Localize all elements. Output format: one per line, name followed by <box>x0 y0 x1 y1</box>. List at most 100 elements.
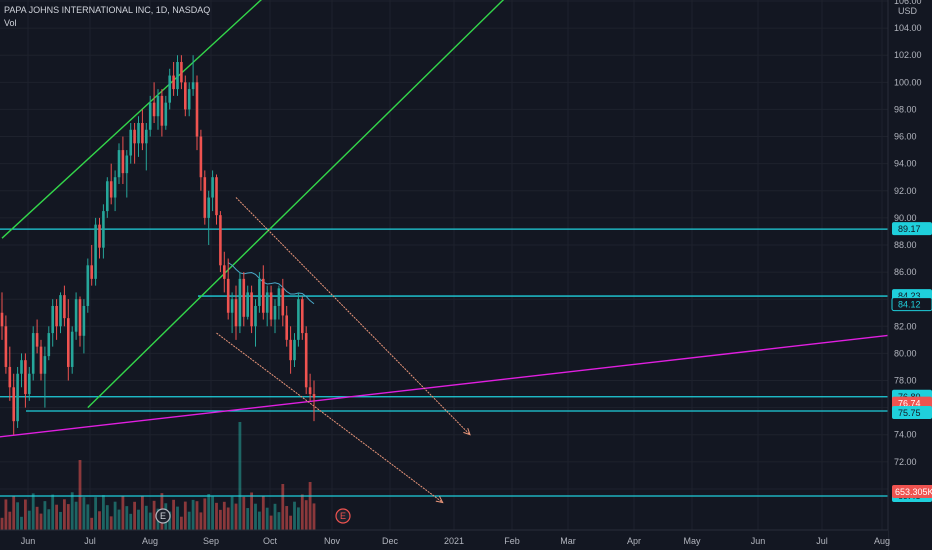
volume-bar-59 <box>230 496 234 530</box>
candle-body-29 <box>113 177 117 198</box>
candle-body-53 <box>207 197 210 218</box>
volume-bar-69 <box>269 515 273 530</box>
volume-bar-28 <box>109 516 113 530</box>
horizontal-levels <box>0 228 888 497</box>
volume-bar-43 <box>168 511 172 530</box>
candle-body-74 <box>289 339 292 361</box>
earnings-marker-0: E <box>155 508 171 524</box>
volume-bar-8 <box>31 493 35 530</box>
y-tick-label-17: 72.00 <box>894 457 917 467</box>
time-axis-background <box>0 530 888 550</box>
volume-bar-80 <box>312 503 316 530</box>
candle-body-52 <box>203 177 207 218</box>
volume-bar-27 <box>105 505 109 530</box>
x-tick-label-1: Jul <box>84 536 96 546</box>
volume-bar-75 <box>293 501 296 530</box>
volume-bar-47 <box>183 501 187 530</box>
projection-arrowhead-0 <box>463 427 471 436</box>
candle-body-45 <box>176 61 179 90</box>
y-tick-label-8: 90.00 <box>894 213 917 223</box>
x-tick-label-13: Jul <box>816 536 828 546</box>
price-tag-box-2 <box>891 297 932 312</box>
volume-bar-65 <box>254 503 257 530</box>
candle-body-50 <box>195 82 199 137</box>
candle-body-77 <box>301 299 304 334</box>
candle-body-47 <box>184 82 187 110</box>
candle-body-15 <box>59 295 62 327</box>
x-tick-label-11: May <box>683 536 701 546</box>
volume-bar-37 <box>144 505 148 530</box>
candle-body-33 <box>129 129 132 156</box>
price-axis: 106.00 104.00 102.00 100.00 98.00 96.00 94.00 9… <box>887 0 932 550</box>
candle-body-79 <box>308 387 312 395</box>
x-tick-label-7: 2021 <box>444 536 464 546</box>
x-tick-label-10: Apr <box>627 536 641 546</box>
volume-bar-57 <box>222 501 226 530</box>
candle-body-12 <box>47 333 51 357</box>
volume-bar-44 <box>172 499 175 530</box>
price-tag-label-4: 76.74 <box>898 399 921 409</box>
candle-body-65 <box>254 305 257 327</box>
volume-bar-32 <box>125 506 129 530</box>
candle-body-41 <box>160 95 164 126</box>
price-tag-box-0 <box>892 222 932 236</box>
candle-body-80 <box>312 394 316 398</box>
volume-bar-78 <box>304 500 308 530</box>
volume-bar-61 <box>238 422 242 530</box>
volume-bar-21 <box>82 497 86 530</box>
candle-body-66 <box>258 278 261 306</box>
x-tick-label-9: Mar <box>560 536 576 546</box>
volume-bar-7 <box>27 510 31 530</box>
volume-bar-4 <box>16 502 19 530</box>
candle-body-71 <box>277 288 281 306</box>
volume-bar-70 <box>273 503 277 530</box>
candle-body-78 <box>304 333 308 388</box>
volume-bar-9 <box>35 506 39 530</box>
y-tick-label-16: 74.00 <box>894 430 917 440</box>
volume-bar-45 <box>176 506 179 530</box>
candle-body-8 <box>31 333 35 374</box>
time-axis: Jun Jul Aug Sep Oct Nov Dec 2021 Feb Mar Apr May Jun… <box>0 529 890 550</box>
volume-bar-5 <box>20 516 23 530</box>
x-tick-label-0: Jun <box>21 536 36 546</box>
volume-bar-55 <box>215 502 218 530</box>
candle-body-7 <box>28 373 31 395</box>
y-tick-label-10: 86.00 <box>894 267 917 277</box>
candle-body-40 <box>156 95 160 117</box>
projection-arrowhead-1 <box>435 496 444 504</box>
volume-bar-49 <box>191 499 195 530</box>
y-tick-label-5: 96.00 <box>894 132 917 142</box>
volume-bar-6 <box>24 499 27 530</box>
y-tick-label-7: 92.00 <box>894 186 917 196</box>
volume-bar-30 <box>117 509 121 530</box>
candle-body-56 <box>219 215 222 266</box>
volume-bar-46 <box>180 516 183 530</box>
candle-body-3 <box>12 387 15 422</box>
volume-bar-23 <box>90 517 94 530</box>
volume-bar-67 <box>261 496 265 530</box>
volume-bar-48 <box>187 511 191 530</box>
candle-body-59 <box>230 299 234 313</box>
volume-bar-58 <box>226 507 230 530</box>
volume-bar-25 <box>98 511 101 530</box>
candle-body-20 <box>78 299 82 336</box>
candle-body-75 <box>293 339 296 361</box>
channel-line-0 <box>1 0 262 239</box>
volume-bar-31 <box>121 496 125 530</box>
volume-bar-63 <box>246 508 250 530</box>
y-tick-label-1: 104.00 <box>894 23 922 33</box>
candle-body-51 <box>199 136 203 178</box>
candle-body-39 <box>152 102 156 117</box>
volume-bar-12 <box>47 509 51 530</box>
y-tick-label-0: 106.00 <box>894 0 922 6</box>
x-tick-label-12: Jun <box>751 536 766 546</box>
volume-bar-18 <box>70 492 74 530</box>
price-axis-background <box>888 0 932 550</box>
volume-bar-2 <box>8 511 12 530</box>
volume-bar-72 <box>281 484 285 530</box>
x-tick-label-8: Feb <box>504 536 520 546</box>
volume-bar-52 <box>203 498 207 530</box>
currency-label: USD <box>898 6 918 16</box>
volume-bar-74 <box>289 515 292 530</box>
